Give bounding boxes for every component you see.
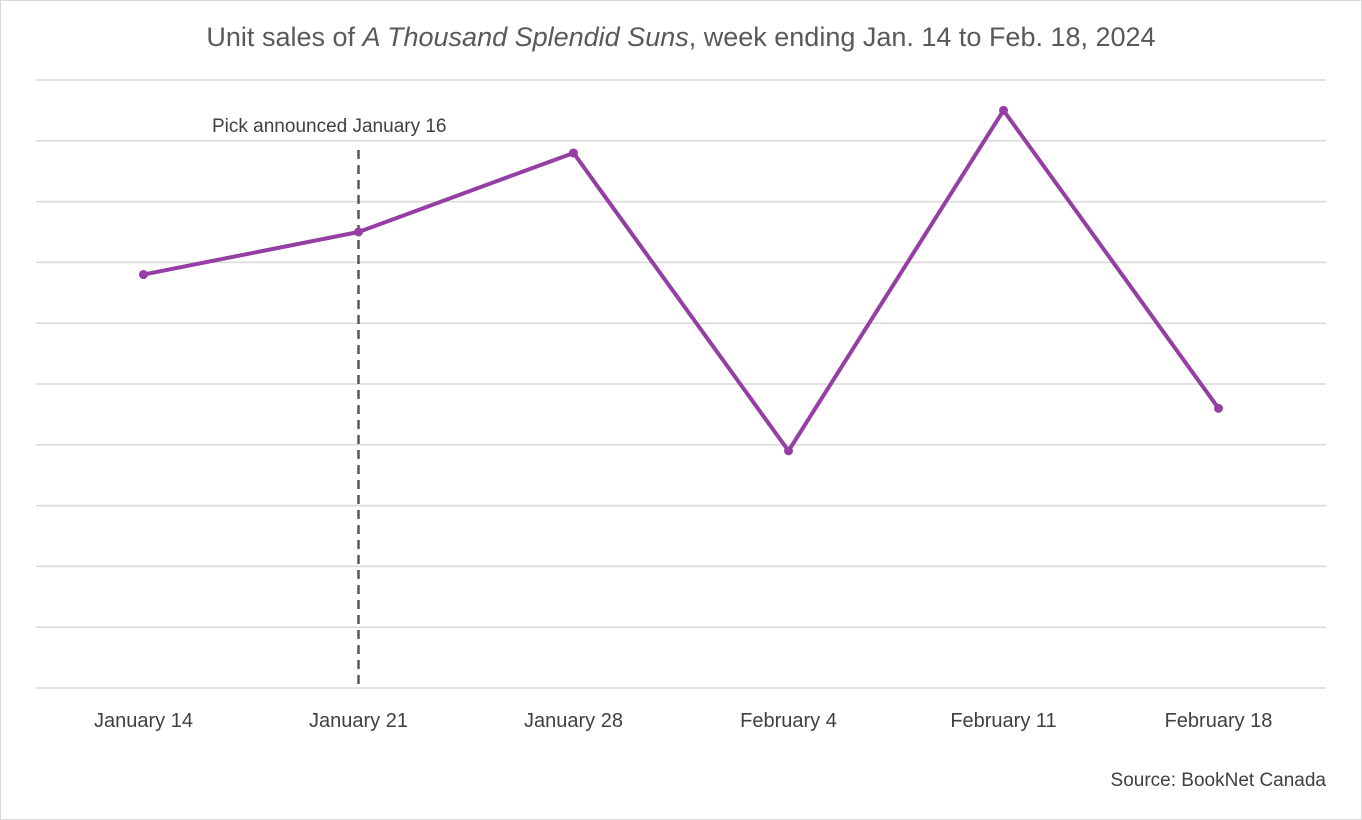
x-tick-label: February 18 [1165, 710, 1273, 732]
series-line [141, 108, 1221, 453]
data-point [354, 227, 363, 237]
chart-title-prefix: Unit sales of [206, 22, 363, 52]
data-point [784, 446, 793, 456]
chart-title-book: A Thousand Splendid Suns [362, 22, 689, 52]
x-tick-label: January 28 [524, 710, 623, 732]
annotation: Pick announced January 16 [212, 116, 447, 688]
chart-title-suffix: , week ending Jan. 14 to Feb. 18, 2024 [688, 22, 1156, 52]
gridlines [36, 79, 1326, 689]
data-point [1214, 403, 1223, 413]
chart-title: Unit sales of A Thousand Splendid Suns, … [0, 22, 1362, 53]
annotation-label: Pick announced January 16 [212, 116, 447, 137]
x-tick-label: January 14 [94, 710, 193, 732]
series-group [139, 105, 1223, 456]
data-point [999, 105, 1008, 115]
x-axis-tick-labels: January 14 January 21 January 28 February 4… [94, 710, 1272, 732]
x-tick-label: February 11 [950, 710, 1056, 732]
data-point [139, 270, 148, 280]
data-point [569, 148, 578, 158]
source-note: Source: BookNet Canada [1110, 770, 1326, 791]
x-tick-label: February 4 [740, 710, 837, 732]
x-tick-label: January 21 [309, 710, 408, 732]
